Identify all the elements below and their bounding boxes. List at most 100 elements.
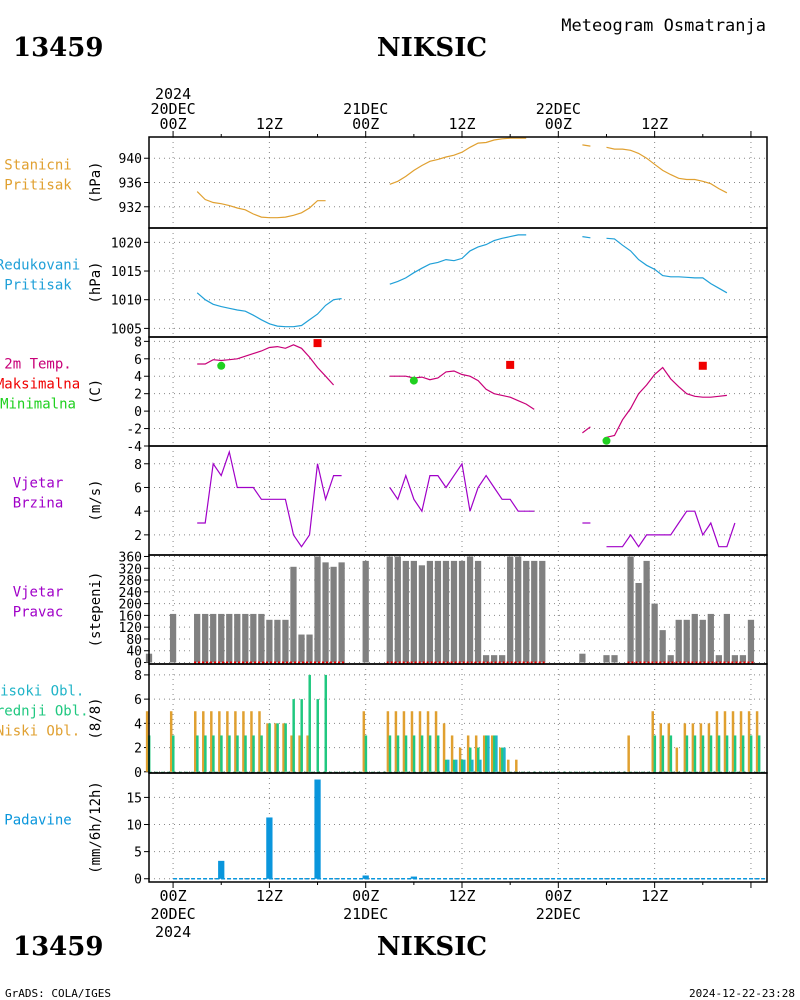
low-cloud-bar bbox=[145, 711, 149, 772]
bottom-time-label: 00Z bbox=[160, 887, 187, 905]
low-cloud-bar bbox=[515, 759, 518, 772]
high-cloud-bar bbox=[503, 747, 506, 772]
low-cloud-bar bbox=[266, 723, 269, 772]
low-cloud-bar bbox=[691, 723, 695, 772]
y-tick-label: 320 bbox=[119, 562, 142, 577]
direction-bar bbox=[250, 613, 257, 663]
y-tick-label: 1010 bbox=[111, 294, 142, 309]
panel-frame bbox=[148, 445, 768, 556]
low-cloud-bar bbox=[715, 711, 719, 772]
bottom-time-label: 00Z bbox=[545, 887, 572, 905]
y-tick-label: -2 bbox=[126, 423, 142, 438]
panel-frame bbox=[148, 663, 768, 774]
station-id-top: 13459 bbox=[13, 33, 103, 63]
series-line bbox=[606, 510, 736, 548]
direction-bar bbox=[523, 560, 530, 663]
low-cloud-bar bbox=[699, 723, 703, 772]
panel-label: Vjetar bbox=[13, 476, 64, 492]
direction-bar bbox=[330, 566, 337, 663]
mid-cloud-bar bbox=[493, 735, 496, 772]
mid-cloud-bar bbox=[228, 735, 231, 772]
panel-label: Maksimalna bbox=[0, 377, 80, 393]
y-tick-label: 4 bbox=[134, 505, 142, 520]
y-tick-label: 6 bbox=[134, 353, 142, 368]
direction-bar bbox=[579, 653, 586, 663]
y-tick-label: -4 bbox=[126, 440, 142, 455]
product-title: Meteogram Osmatranja bbox=[561, 16, 766, 36]
y-tick-label: 120 bbox=[119, 621, 142, 636]
low-cloud-bar bbox=[683, 723, 687, 772]
direction-bar bbox=[290, 566, 297, 663]
y-tick-label: 10 bbox=[126, 819, 142, 834]
tmin-marker bbox=[217, 361, 226, 370]
direction-bar bbox=[314, 556, 321, 663]
direction-bar bbox=[450, 560, 458, 663]
direction-bar bbox=[434, 560, 442, 663]
high-cloud-bar bbox=[487, 735, 490, 772]
mid-cloud-bar bbox=[757, 735, 761, 772]
y-axis-label: (m/s) bbox=[88, 479, 104, 521]
panel-label: 2m Temp. bbox=[4, 357, 71, 373]
high-cloud-bar bbox=[455, 759, 458, 772]
mid-cloud-bar bbox=[244, 735, 247, 772]
direction-bar bbox=[169, 613, 177, 663]
low-cloud-bar bbox=[298, 735, 301, 772]
direction-bar bbox=[410, 560, 417, 663]
low-cloud-bar bbox=[250, 711, 253, 772]
direction-bar bbox=[426, 560, 434, 663]
y-tick-label: 240 bbox=[119, 586, 142, 601]
low-cloud-bar bbox=[234, 711, 237, 772]
y-tick-label: 6 bbox=[134, 693, 142, 708]
mid-cloud-bar bbox=[204, 735, 207, 772]
y-tick-label: 5 bbox=[134, 846, 142, 861]
high-cloud-bar bbox=[447, 759, 450, 772]
series-line bbox=[389, 462, 535, 513]
panel-label: Niski Obl. bbox=[0, 724, 80, 740]
low-cloud-bar bbox=[507, 759, 510, 772]
mid-cloud-bar bbox=[477, 747, 480, 772]
direction-bar bbox=[218, 613, 225, 663]
low-cloud-bar bbox=[258, 711, 261, 772]
direction-bar bbox=[499, 655, 506, 663]
panel-label: Vjetar bbox=[13, 585, 64, 601]
panel-label: Brzina bbox=[13, 496, 64, 512]
mid-cloud-bar bbox=[733, 735, 737, 772]
low-cloud-bar bbox=[450, 735, 454, 772]
series-line bbox=[389, 137, 527, 185]
direction-bar bbox=[507, 556, 514, 663]
direction-bar bbox=[266, 619, 273, 663]
direction-bar bbox=[322, 562, 329, 663]
direction-bar bbox=[691, 613, 698, 663]
panel-frame bbox=[148, 336, 768, 447]
panel-frame bbox=[148, 772, 768, 883]
direction-bar bbox=[274, 619, 281, 663]
mid-cloud-bar bbox=[741, 735, 745, 772]
high-cloud-bar bbox=[495, 735, 498, 772]
low-cloud-bar bbox=[739, 711, 743, 772]
low-cloud-bar bbox=[627, 735, 630, 772]
precip-bar bbox=[362, 875, 369, 879]
mid-cloud-bar bbox=[709, 735, 713, 772]
low-cloud-bar bbox=[194, 711, 197, 772]
top-time-label: 00Z bbox=[352, 115, 379, 133]
direction-bar bbox=[515, 556, 522, 663]
y-tick-label: 80 bbox=[126, 633, 142, 648]
mid-cloud-bar bbox=[653, 735, 657, 772]
series-line bbox=[606, 237, 728, 294]
mid-cloud-bar bbox=[236, 735, 239, 772]
bottom-time-label: 12Z bbox=[641, 887, 668, 905]
mid-cloud-bar bbox=[252, 735, 255, 772]
y-tick-label: 0 bbox=[134, 657, 142, 672]
y-tick-label: 8 bbox=[134, 669, 142, 684]
mid-cloud-bar bbox=[669, 735, 673, 772]
low-cloud-bar bbox=[226, 711, 229, 772]
panel-label: Pritisak bbox=[4, 178, 72, 194]
panel-label: Pravac bbox=[13, 605, 64, 621]
top-time-label: 12Z bbox=[256, 115, 283, 133]
precip-bar bbox=[266, 817, 273, 879]
low-cloud-bar bbox=[242, 711, 245, 772]
panel-label: Srednji Obl. bbox=[0, 704, 89, 720]
mid-cloud-bar bbox=[693, 735, 697, 772]
high-cloud-bar bbox=[479, 759, 482, 772]
